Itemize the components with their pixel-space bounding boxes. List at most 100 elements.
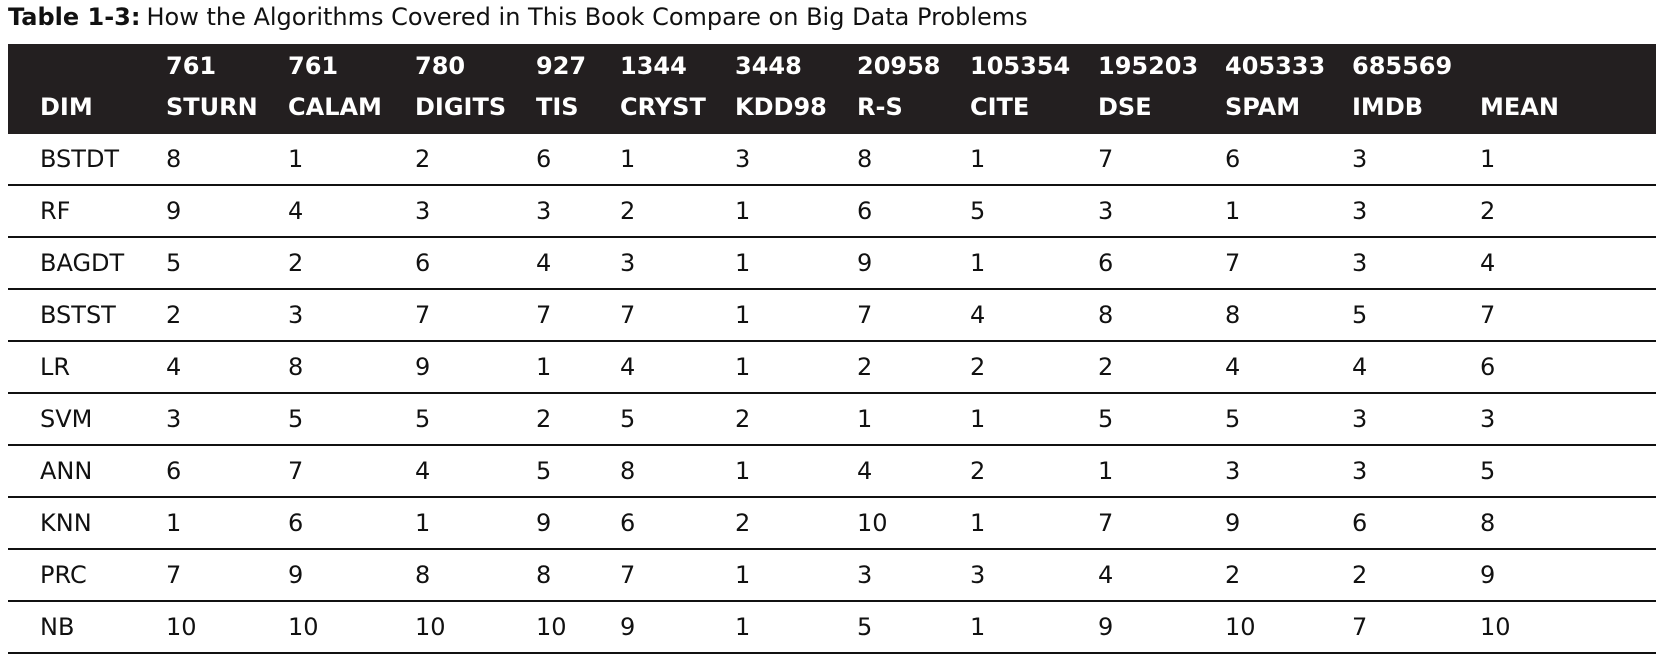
column-name: KDD98	[735, 93, 827, 121]
table-title: How the Algorithms Covered in This Book …	[146, 3, 1028, 31]
rank-cell: 1	[735, 601, 857, 654]
rank-cell: 4	[288, 185, 415, 238]
rank-cell: 1	[735, 185, 857, 238]
rank-cell: 8	[536, 549, 620, 602]
rank-cell: 10	[536, 601, 620, 654]
rank-cell: 2	[735, 393, 857, 446]
algorithm-name: BAGDT	[8, 237, 166, 290]
table-row: SVM 3 5 5 2 5 2 1 1 5 5 3 3	[8, 393, 1656, 446]
rank-cell: 10	[1225, 601, 1352, 654]
rank-cell: 2	[1352, 549, 1480, 602]
rank-cell: 5	[857, 601, 970, 654]
rank-cell: 8	[620, 445, 735, 498]
rank-cell: 3	[1352, 445, 1480, 498]
rank-cell: 1	[970, 393, 1098, 446]
rank-cell: 4	[166, 341, 288, 394]
table-row: PRC 7 9 8 8 7 1 3 3 4 2 2 9	[8, 549, 1656, 602]
rank-cell: 4	[1225, 341, 1352, 394]
rank-cell: 3	[1352, 393, 1480, 446]
rank-cell: 5	[1225, 393, 1352, 446]
rank-cell: 3	[288, 289, 415, 342]
header-row: DIM 761 STURN 761 CALAM 780 DIGITS 927 TIS 1344 CR…	[8, 44, 1656, 134]
rank-cell: 1	[620, 134, 735, 186]
column-header: 927 TIS	[536, 44, 620, 134]
rank-cell: 7	[1352, 601, 1480, 654]
rank-cell: 3	[735, 134, 857, 186]
rank-cell: 2	[1480, 185, 1656, 238]
rank-cell: 1	[970, 134, 1098, 186]
column-name: MEAN	[1480, 93, 1559, 121]
rank-cell: 5	[536, 445, 620, 498]
algorithm-name: BSTST	[8, 289, 166, 342]
column-size: 927	[536, 52, 587, 80]
rank-cell: 3	[1352, 185, 1480, 238]
rank-cell: 9	[620, 601, 735, 654]
rank-cell: 8	[166, 134, 288, 186]
table-header: DIM 761 STURN 761 CALAM 780 DIGITS 927 TIS 1344 CR…	[8, 44, 1656, 134]
rank-cell: 1	[970, 497, 1098, 550]
rank-cell: 7	[1098, 134, 1225, 186]
algorithm-name: ANN	[8, 445, 166, 498]
rank-cell: 1	[1098, 445, 1225, 498]
rank-cell: 2	[735, 497, 857, 550]
column-header: 1344 CRYST	[620, 44, 735, 134]
rank-cell: 7	[1098, 497, 1225, 550]
rank-cell: 7	[1225, 237, 1352, 290]
column-header: MEAN	[1480, 44, 1656, 134]
rank-cell: 6	[620, 497, 735, 550]
column-name: STURN	[166, 93, 258, 121]
column-header: 105354 CITE	[970, 44, 1098, 134]
rank-cell: 1	[735, 341, 857, 394]
table-row: BSTDT 8 1 2 6 1 3 8 1 7 6 3 1	[8, 134, 1656, 186]
rank-cell: 4	[1480, 237, 1656, 290]
rank-cell: 7	[166, 549, 288, 602]
rank-cell: 8	[1225, 289, 1352, 342]
rank-cell: 5	[1480, 445, 1656, 498]
column-header: 20958 R-S	[857, 44, 970, 134]
rank-cell: 4	[1098, 549, 1225, 602]
rank-cell: 1	[1225, 185, 1352, 238]
algorithm-name: LR	[8, 341, 166, 394]
table-row: ANN 6 7 4 5 8 1 4 2 1 3 3 5	[8, 445, 1656, 498]
column-size: 3448	[735, 52, 802, 80]
rank-cell: 4	[620, 341, 735, 394]
rank-cell: 4	[857, 445, 970, 498]
rank-cell: 7	[620, 549, 735, 602]
rank-cell: 7	[536, 289, 620, 342]
table-row: KNN 1 6 1 9 6 2 10 1 7 9 6 8	[8, 497, 1656, 550]
algorithm-name: RF	[8, 185, 166, 238]
rank-cell: 4	[970, 289, 1098, 342]
rank-cell: 1	[415, 497, 536, 550]
algorithm-name: NB	[8, 601, 166, 654]
rank-cell: 1	[970, 237, 1098, 290]
column-size: 1344	[620, 52, 687, 80]
table-number: Table 1-3:	[8, 3, 141, 31]
rank-cell: 2	[536, 393, 620, 446]
rank-cell: 8	[415, 549, 536, 602]
rank-cell: 5	[1352, 289, 1480, 342]
rank-cell: 1	[735, 445, 857, 498]
rank-cell: 2	[1098, 341, 1225, 394]
column-header: DIM	[8, 44, 166, 134]
rank-cell: 1	[735, 289, 857, 342]
column-size	[1480, 54, 1656, 78]
rank-cell: 10	[166, 601, 288, 654]
column-size: 685569	[1352, 52, 1453, 80]
rank-cell: 4	[415, 445, 536, 498]
column-name: CITE	[970, 93, 1030, 121]
rank-cell: 4	[1352, 341, 1480, 394]
rank-cell: 3	[536, 185, 620, 238]
column-name: DSE	[1098, 93, 1152, 121]
rank-cell: 8	[1480, 497, 1656, 550]
table-caption: Table 1-3: How the Algorithms Covered in …	[8, 2, 1028, 32]
rank-cell: 1	[288, 134, 415, 186]
rank-cell: 5	[415, 393, 536, 446]
rank-cell: 1	[735, 237, 857, 290]
table-body: BSTDT 8 1 2 6 1 3 8 1 7 6 3 1 RF 9 4 3 3 2 1 6 5 3 1 3 2 BAGDT 5 2 6 4…	[8, 134, 1656, 654]
column-size: 761	[166, 52, 217, 80]
rank-cell: 1	[857, 393, 970, 446]
rank-cell: 3	[1352, 237, 1480, 290]
rank-cell: 3	[857, 549, 970, 602]
column-name: CRYST	[620, 93, 706, 121]
column-name: DIGITS	[415, 93, 507, 121]
